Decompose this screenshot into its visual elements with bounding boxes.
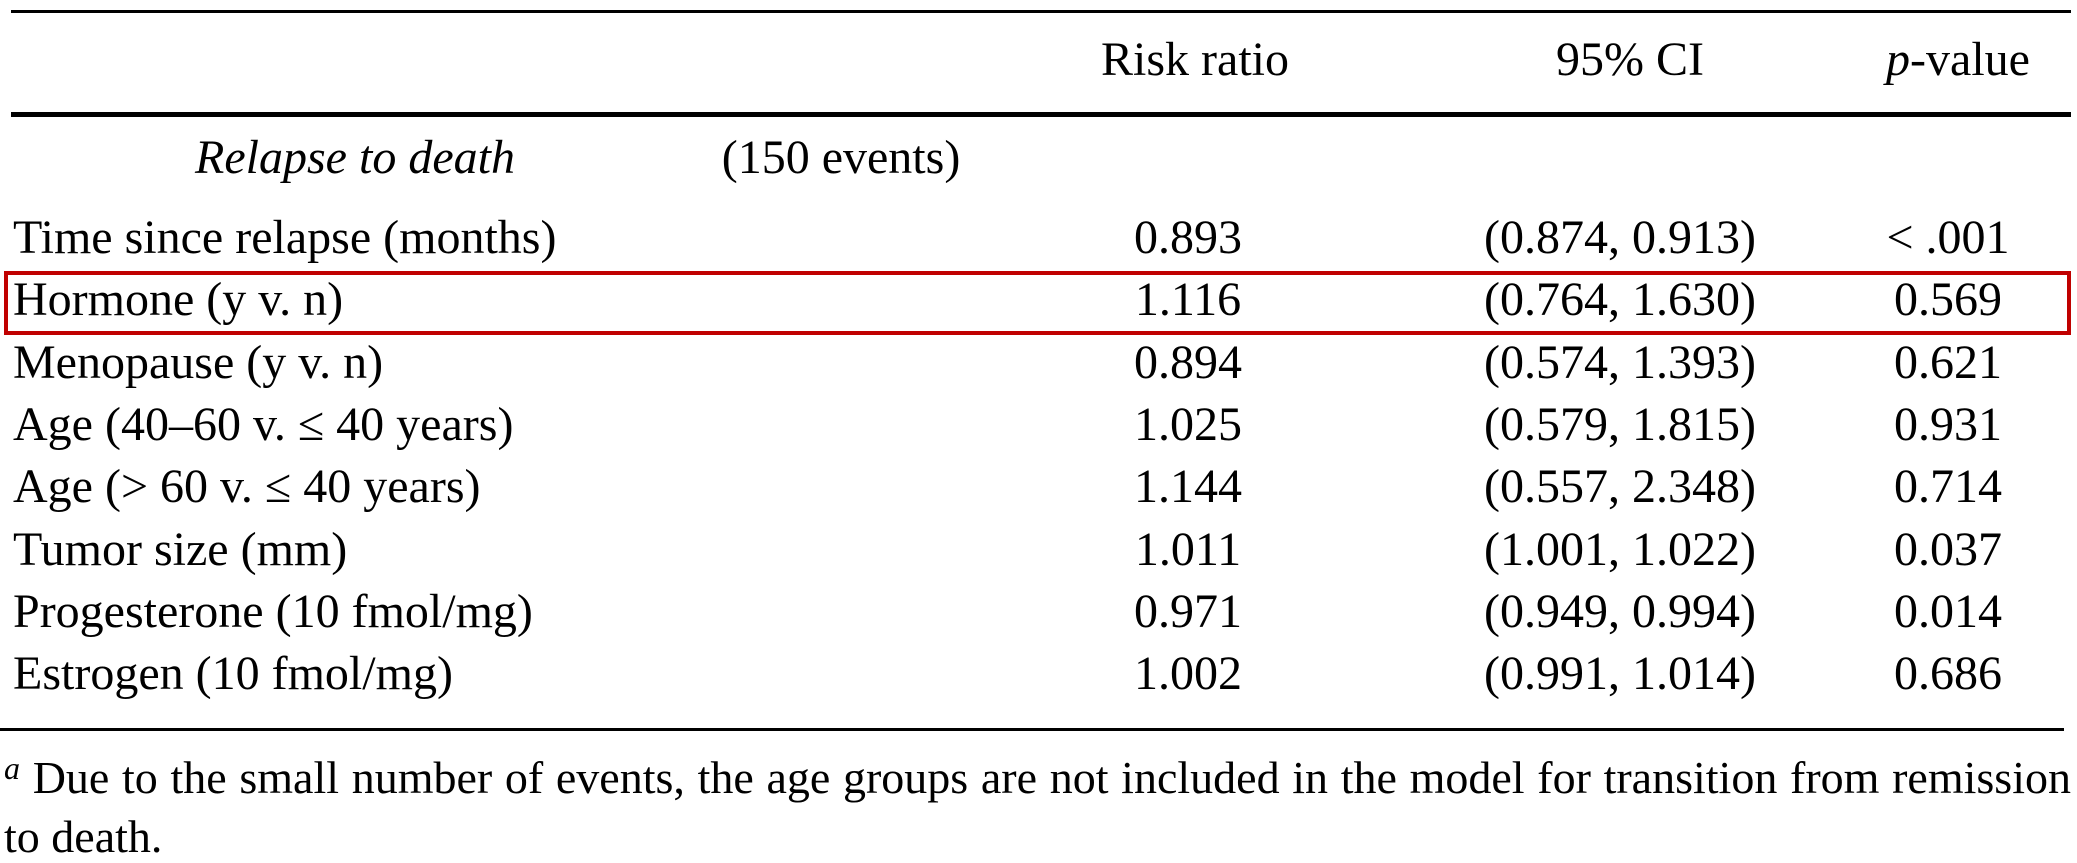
confidence-interval: (0.574, 1.393) (1484, 335, 1756, 389)
row-label: Tumor size (mm) (13, 522, 348, 576)
row-label: Estrogen (10 fmol/mg) (13, 647, 453, 701)
row-label: Hormone (y v. n) (13, 273, 344, 327)
p-value: 0.714 (1894, 460, 2002, 514)
p-value: 0.931 (1894, 397, 2002, 451)
confidence-interval: (0.579, 1.815) (1484, 397, 1756, 451)
risk-ratio: 1.144 (1134, 460, 1242, 514)
footnote: a Due to the small number of events, the… (4, 748, 2071, 863)
confidence-interval: (0.949, 0.994) (1484, 584, 1756, 638)
bottom-rule (0, 728, 2064, 731)
risk-ratio: 0.893 (1134, 211, 1242, 264)
mid-rule (11, 112, 2071, 117)
row-label: Progesterone (10 fmol/mg) (13, 584, 533, 638)
footnote-marker: a (4, 750, 20, 786)
confidence-interval: (0.991, 1.014) (1484, 647, 1756, 701)
risk-ratio: 0.894 (1134, 335, 1242, 389)
row-label: Time since relapse (months) (13, 211, 557, 264)
p-value: 0.569 (1894, 273, 2002, 327)
header-value: -value (1910, 33, 2030, 86)
confidence-interval: (1.001, 1.022) (1484, 522, 1756, 576)
top-rule (11, 10, 2071, 13)
header-ci: 95% CI (1556, 33, 1704, 86)
risk-ratio: 0.971 (1134, 584, 1242, 638)
risk-ratio: 1.002 (1134, 647, 1242, 701)
row-label: Age (40–60 v. ≤ 40 years) (13, 397, 514, 451)
risk-ratio: 1.011 (1134, 522, 1242, 576)
p-value: 0.621 (1894, 335, 2002, 389)
p-value: 0.014 (1894, 584, 2002, 638)
header-risk-ratio: Risk ratio (1101, 33, 1289, 86)
risk-ratio: 1.025 (1134, 397, 1242, 451)
p-value: 0.037 (1894, 522, 2002, 576)
row-label: Age (> 60 v. ≤ 40 years) (13, 460, 481, 514)
p-value: < .001 (1886, 211, 2010, 264)
highlight-box (4, 271, 2071, 336)
p-value: 0.686 (1894, 647, 2002, 701)
header-p-value: p-value (1708, 30, 2077, 90)
risk-ratio: 1.116 (1134, 273, 1242, 327)
header-p: p (1886, 33, 1911, 86)
footnote-text: Due to the small number of events, the a… (4, 752, 2071, 862)
confidence-interval: (0.764, 1.630) (1484, 273, 1756, 327)
confidence-interval: (0.557, 2.348) (1484, 460, 1756, 514)
confidence-interval: (0.874, 0.913) (1484, 211, 1756, 264)
section-events: (150 events) (721, 131, 961, 184)
row-label: Menopause (y v. n) (13, 335, 384, 389)
section-label: Relapse to death (195, 131, 515, 184)
